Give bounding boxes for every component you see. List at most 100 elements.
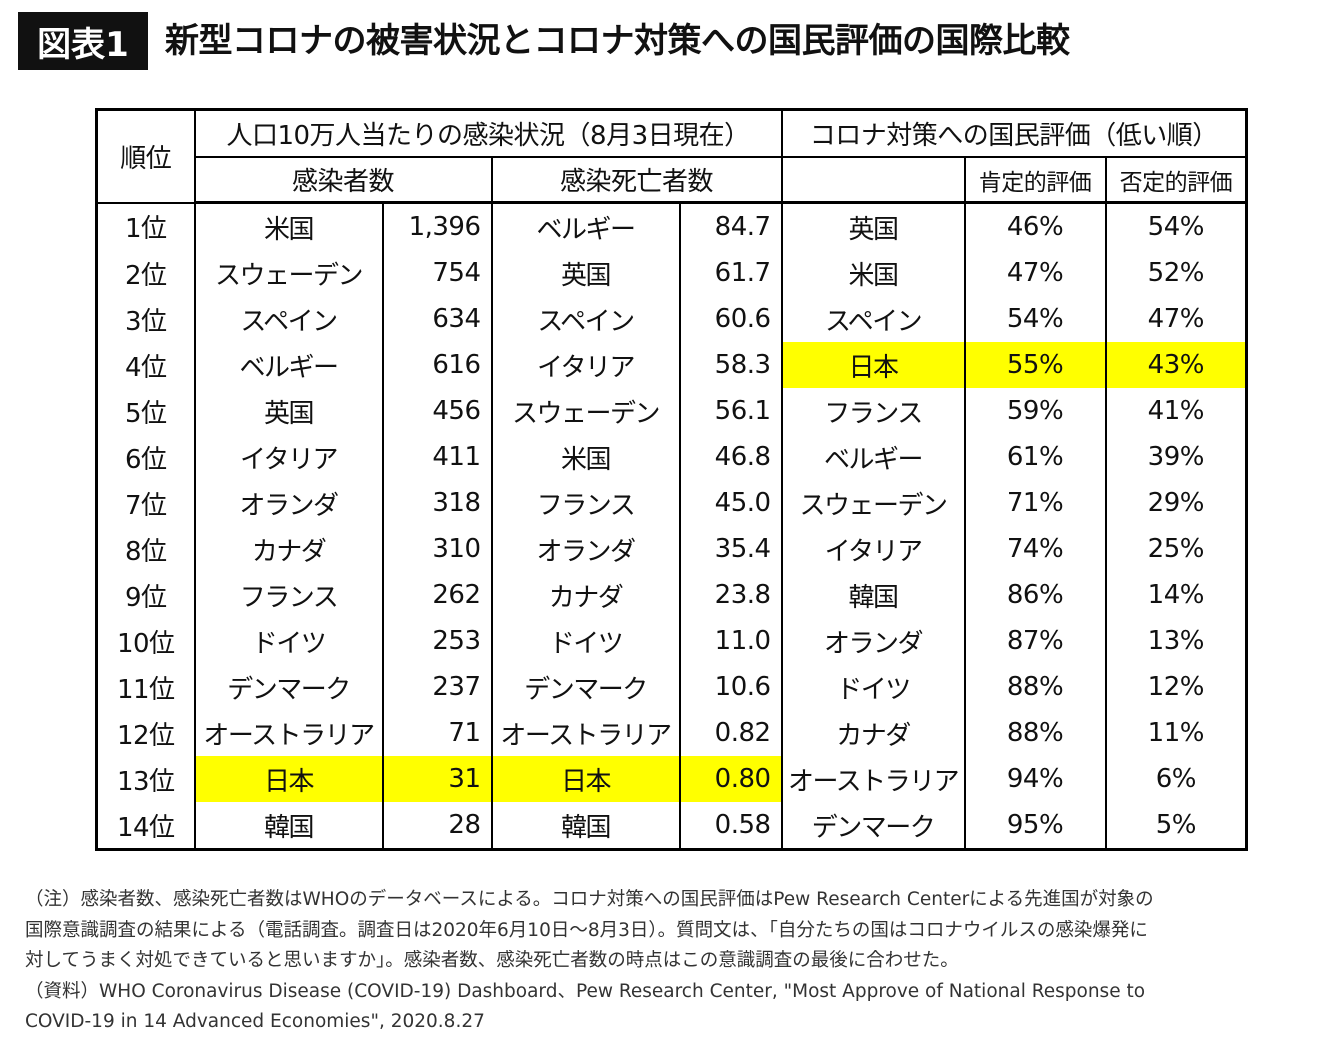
- table-cell: イタリア: [780, 526, 966, 572]
- table-cell: 米国: [193, 202, 384, 250]
- table-cell: 1,396: [381, 202, 493, 250]
- table-row: 10位 ドイツ 253 ドイツ 11.0 オランダ 87% 13%: [95, 618, 1248, 664]
- table-cell: 8位: [95, 526, 196, 572]
- table-cell: 3位: [95, 296, 196, 342]
- table-cell: 2位: [95, 250, 196, 296]
- table-cell: 47%: [963, 250, 1107, 296]
- table-cell: 1位: [95, 202, 196, 250]
- table-cell: カナダ: [193, 526, 384, 572]
- table-cell: 10.6: [678, 664, 783, 710]
- table-cell: 310: [381, 526, 493, 572]
- table-cell: ベルギー: [193, 342, 384, 388]
- table-cell: 0.58: [678, 802, 783, 850]
- table-cell: 46%: [963, 202, 1107, 250]
- table-cell: 754: [381, 250, 493, 296]
- table-cell: 日本: [490, 756, 681, 802]
- table-cell: 0.80: [678, 756, 783, 802]
- table-cell: 6位: [95, 434, 196, 480]
- table-cell: 59%: [963, 388, 1107, 434]
- table-cell: 12位: [95, 710, 196, 756]
- table-cell: 米国: [780, 250, 966, 296]
- table-row: 3位 スペイン 634 スペイン 60.6 スペイン 54% 47%: [95, 296, 1248, 342]
- table-cell: 23.8: [678, 572, 783, 618]
- table-cell: カナダ: [490, 572, 681, 618]
- table-cell: 10位: [95, 618, 196, 664]
- table-cell: 87%: [963, 618, 1107, 664]
- table-cell: 6%: [1104, 756, 1248, 802]
- table-cell: オランダ: [780, 618, 966, 664]
- table-cell: 日本: [780, 342, 966, 388]
- table-cell: ドイツ: [490, 618, 681, 664]
- table-row: 6位 イタリア 411 米国 46.8 ベルギー 61% 39%: [95, 434, 1248, 480]
- table-cell: 95%: [963, 802, 1107, 850]
- table-cell: 262: [381, 572, 493, 618]
- table-cell: 71%: [963, 480, 1107, 526]
- table-cell: 74%: [963, 526, 1107, 572]
- table-cell: スウェーデン: [490, 388, 681, 434]
- table-cell: 14位: [95, 802, 196, 850]
- table-cell: 616: [381, 342, 493, 388]
- header-cell: 順位: [95, 109, 196, 204]
- table-cell: 29%: [1104, 480, 1248, 526]
- table-cell: 411: [381, 434, 493, 480]
- table-cell: スウェーデン: [780, 480, 966, 526]
- table-cell: 60.6: [678, 296, 783, 342]
- comparison-table: 順位 人口10万人当たりの感染状況（8月3日現在） コロナ対策への国民評価（低い…: [95, 108, 1249, 851]
- table-cell: デンマーク: [780, 802, 966, 850]
- table-cell: 28: [381, 802, 493, 850]
- table-cell: 5%: [1104, 802, 1248, 850]
- table-cell: 237: [381, 664, 493, 710]
- table-cell: 韓国: [193, 802, 384, 850]
- table-cell: 47%: [1104, 296, 1248, 342]
- table-cell: オランダ: [193, 480, 384, 526]
- footnotes: （注）感染者数、感染死亡者数はWHOのデータベースによる。コロナ対策への国民評価…: [25, 885, 1154, 1038]
- header-cell: 否定的評価: [1104, 157, 1248, 204]
- table-cell: 韓国: [490, 802, 681, 850]
- table-cell: カナダ: [780, 710, 966, 756]
- table-cell: オランダ: [490, 526, 681, 572]
- table-cell: オーストラリア: [193, 710, 384, 756]
- table-cell: スペイン: [490, 296, 681, 342]
- table-cell: フランス: [780, 388, 966, 434]
- table-cell: 253: [381, 618, 493, 664]
- header-cell-empty: [780, 157, 966, 204]
- footnote-line: 国際意識調査の結果による（電話調査。調査日は2020年6月10日～8月3日）。質…: [25, 919, 1148, 941]
- table-cell: 88%: [963, 710, 1107, 756]
- table-cell: 84.7: [678, 202, 783, 250]
- table-cell: フランス: [193, 572, 384, 618]
- table-row: 11位 デンマーク 237 デンマーク 10.6 ドイツ 88% 12%: [95, 664, 1248, 710]
- figure-title: 新型コロナの被害状況とコロナ対策への国民評価の国際比較: [165, 21, 1070, 61]
- table-cell: 4位: [95, 342, 196, 388]
- table-cell: 45.0: [678, 480, 783, 526]
- table-cell: 318: [381, 480, 493, 526]
- table-cell: 58.3: [678, 342, 783, 388]
- footnote-line: （注）感染者数、感染死亡者数はWHOのデータベースによる。コロナ対策への国民評価…: [25, 889, 1154, 910]
- table-row: 4位 ベルギー 616 イタリア 58.3 日本 55% 43%: [95, 342, 1248, 388]
- table-cell: 13%: [1104, 618, 1248, 664]
- table-cell: 日本: [193, 756, 384, 802]
- table-cell: 41%: [1104, 388, 1248, 434]
- table-cell: 39%: [1104, 434, 1248, 480]
- table-cell: 5位: [95, 388, 196, 434]
- table-cell: 9位: [95, 572, 196, 618]
- table-cell: 56.1: [678, 388, 783, 434]
- table-cell: イタリア: [193, 434, 384, 480]
- table-cell: 米国: [490, 434, 681, 480]
- footnote-line: （資料）WHO Coronavirus Disease (COVID-19) D…: [25, 980, 1146, 1002]
- table-row: 14位 韓国 28 韓国 0.58 デンマーク 95% 5%: [95, 802, 1248, 850]
- table-cell: 0.82: [678, 710, 783, 756]
- table-cell: 61.7: [678, 250, 783, 296]
- table-row: 1位 米国 1,396 ベルギー 84.7 英国 46% 54%: [95, 202, 1248, 250]
- table-cell: 11位: [95, 664, 196, 710]
- table-cell: 634: [381, 296, 493, 342]
- table-cell: 7位: [95, 480, 196, 526]
- table-cell: 英国: [780, 202, 966, 250]
- table-cell: ベルギー: [780, 434, 966, 480]
- table-cell: 35.4: [678, 526, 783, 572]
- table-cell: 11.0: [678, 618, 783, 664]
- table-cell: 94%: [963, 756, 1107, 802]
- table-cell: スペイン: [193, 296, 384, 342]
- table-cell: スペイン: [780, 296, 966, 342]
- table-row: 13位 日本 31 日本 0.80 オーストラリア 94% 6%: [95, 756, 1248, 802]
